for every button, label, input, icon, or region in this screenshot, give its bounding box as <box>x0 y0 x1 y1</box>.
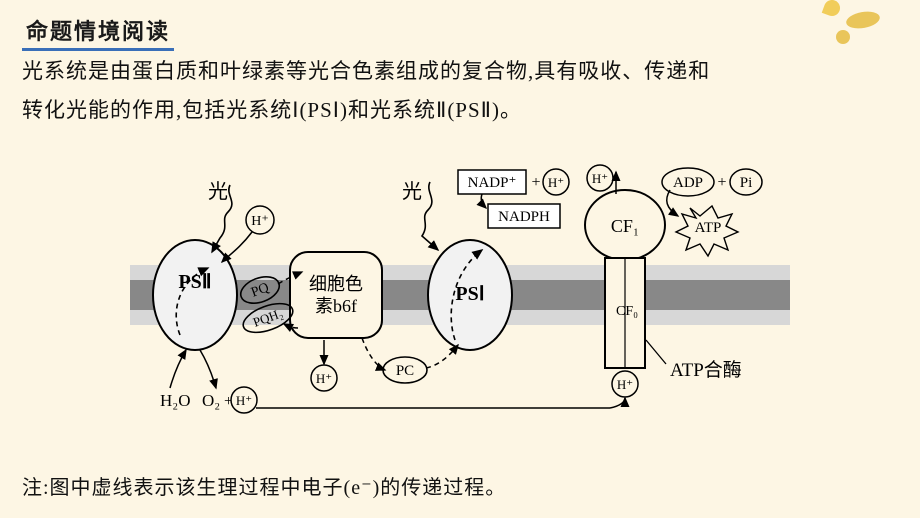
photosystem-diagram: PSⅡ 细胞色 素b6f PQ PQH₂ PSⅠ PC CF₁ CF₀ 光 光 … <box>130 160 790 450</box>
nadp-label: NADP⁺ <box>468 175 517 191</box>
cf1-label: CF₁ <box>611 216 639 236</box>
adp-plus: + <box>717 174 726 191</box>
adp-label: ADP <box>673 175 703 191</box>
pc-label: PC <box>396 363 414 379</box>
light-arrow-ps1 <box>422 182 438 250</box>
cyt-to-pc <box>362 338 385 370</box>
h-into-ps2 <box>222 232 252 262</box>
atp-syn-leader <box>646 340 666 364</box>
light2-label: 光 <box>402 180 422 203</box>
ps1-label: PSⅠ <box>455 283 484 305</box>
intro-text: 光系统是由蛋白质和叶绿素等光合色素组成的复合物,具有吸收、传递和 转化光能的作用… <box>22 52 898 130</box>
section-header: 命题情境阅读 <box>22 12 174 51</box>
h-into-cf0-label: H⁺ <box>617 377 633 392</box>
h2o-to-ps2 <box>170 350 186 388</box>
nadp-to-nadph <box>481 194 486 208</box>
ps2-to-o2h <box>200 350 216 388</box>
decor-dot <box>836 30 850 44</box>
footnote: 注:图中虚线表示该生理过程中电子(e⁻)的传递过程。 <box>22 471 506 500</box>
light1-label: 光 <box>208 180 228 203</box>
h-under-cyt-label: H⁺ <box>316 371 332 386</box>
atp-label: ATP <box>695 220 722 236</box>
decor-petal <box>822 0 843 18</box>
o2-label: O₂ <box>202 391 220 410</box>
atp-synthase-label: ATP合酶 <box>670 359 742 381</box>
h-up-cf0 <box>610 398 625 408</box>
h-top-ps2-label: H⁺ <box>251 214 269 229</box>
nadp-plus: + <box>531 174 540 191</box>
cytb6f-label-b: 素b6f <box>315 296 357 316</box>
ps2-body <box>153 240 237 350</box>
cytb6f-body <box>290 252 382 338</box>
h-nadp-label: H⁺ <box>548 175 564 190</box>
h-bottom-ps2-label: H⁺ <box>236 393 252 408</box>
intro-line2: 转化光能的作用,包括光系统Ⅰ(PSⅠ)和光系统Ⅱ(PSⅡ)。 <box>22 98 522 122</box>
cf0-label: CF₀ <box>616 304 638 319</box>
nadph-label: NADPH <box>498 209 550 225</box>
cytb6f-label-a: 细胞色 <box>309 274 363 294</box>
pc-to-ps1 <box>426 345 458 368</box>
decor-leaf <box>845 9 881 31</box>
intro-line1: 光系统是由蛋白质和叶绿素等光合色素组成的复合物,具有吸收、传递和 <box>22 59 710 83</box>
h-cf1-label: H⁺ <box>592 171 608 186</box>
pi-label: Pi <box>740 175 753 191</box>
h2o-label: H₂O <box>160 391 190 410</box>
